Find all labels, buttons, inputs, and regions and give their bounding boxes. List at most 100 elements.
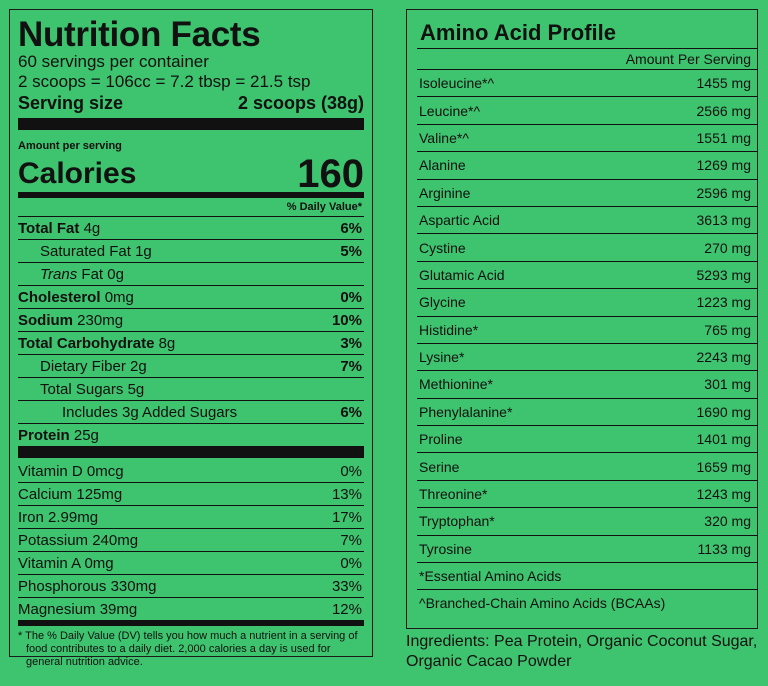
amino-amount: 1551 mg [696,129,751,146]
daily-value-footnote: * The % Daily Value (DV) tells you how m… [18,630,358,668]
nutrient-amount: 230mg [77,311,124,329]
divider-thick [18,118,364,130]
vitamin-row: Vitamin A 0mg 0% [18,551,364,574]
amino-row: Arginine 2596 mg [417,178,757,206]
amino-amount: 3613 mg [696,212,751,229]
amino-amount: 2243 mg [696,349,751,366]
nutrient-amount: 1g [135,242,152,260]
amino-amount: 2566 mg [696,102,751,119]
amino-row: Isoleucine*^ 1455 mg [417,69,757,96]
amino-amount: 1223 mg [696,294,751,311]
nutrient-name: Total Fat [18,219,80,237]
amino-row: Lysine* 2243 mg [417,342,757,370]
amino-row: Cystine 270 mg [417,233,757,260]
daily-value-header: % Daily Value* [286,201,362,213]
nutrient-name-italic: Trans [40,265,78,283]
amino-name: Phenylalanine* [419,403,513,420]
amino-row: Histidine* 765 mg [417,315,757,343]
nutrition-title: Nutrition Facts [18,15,261,54]
nutrient-name: Sodium [18,311,73,329]
amino-row: Tyrosine 1133 mg [417,534,757,562]
amino-row: Proline 1401 mg [417,425,757,452]
amino-row: Leucine*^ 2566 mg [417,96,757,123]
nutrient-name: Saturated Fat [40,242,131,260]
amino-title: Amino Acid Profile [420,20,616,45]
vitamin-amount: 39mg [99,600,138,618]
amino-name: Aspartic Acid [419,212,500,229]
amino-name: Leucine*^ [419,102,481,119]
amino-row: Serine 1659 mg [417,452,757,479]
amino-row: Aspartic Acid 3613 mg [417,205,757,233]
nutrient-amount: 8g [158,334,176,352]
nutrient-amount: 5g [127,380,145,398]
serving-size-label: Serving size [18,93,124,113]
nutrient-name: Includes 3g Added Sugars [62,403,238,421]
vitamin-dv: 0% [340,554,362,572]
nutrient-row-protein: Protein 25g [18,423,364,446]
vitamin-dv: 33% [331,577,362,595]
nutrient-amount: 0g [107,265,124,283]
amount-per-serving: Amount per serving [18,140,122,152]
vitamin-amount: 0mg [84,554,114,572]
nutrient-row-added-sugars: Includes 3g Added Sugars 6% [18,400,364,423]
amino-row: Glutamic Acid 5293 mg [417,260,757,288]
amino-amount: 1269 mg [696,157,751,174]
amino-name: Glycine [419,294,466,311]
amino-name: Lysine* [419,349,465,366]
nutrient-dv: 10% [331,311,362,329]
amino-row: Threonine* 1243 mg [417,479,757,507]
vitamins-list: Vitamin D 0mcg 0% Calcium 125mg 13% Iron… [18,460,364,620]
amino-amount: 1659 mg [696,458,751,475]
nutrient-name: Dietary Fiber [40,357,126,375]
nutrient-row-total-sugars: Total Sugars 5g [18,377,364,400]
vitamin-amount: 0mcg [86,462,124,480]
nutrient-row-total-carbohydrate: Total Carbohydrate 8g 3% [18,331,364,354]
amino-amount: 1401 mg [696,431,751,448]
amino-row: Alanine 1269 mg [417,151,757,178]
nutrient-dv: 7% [340,357,362,375]
vitamin-dv: 7% [340,531,362,549]
amino-row: Valine*^ 1551 mg [417,123,757,151]
nutrient-dv: 3% [340,334,362,352]
amino-amount: 1243 mg [696,486,751,503]
amino-amount: 765 mg [704,321,751,338]
amino-name: Histidine* [419,321,479,338]
vitamin-name: Vitamin D [18,462,83,480]
vitamin-row: Iron 2.99mg 17% [18,505,364,528]
servings-per-container: 60 servings per container [18,52,209,71]
vitamin-row: Magnesium 39mg 12% [18,597,364,620]
nutrition-facts-panel: Nutrition Facts 60 servings per containe… [9,9,373,668]
nutrient-name: Total Carbohydrate [18,334,155,352]
calories-row: Calories 160 [18,152,364,194]
vitamin-name: Iron [18,508,44,526]
serving-size-value: 2 scoops (38g) [237,93,364,113]
nutrient-dv: 5% [340,242,362,260]
nutrient-dv: 6% [340,403,362,421]
amino-acid-panel: Amino Acid Profile Amount Per Serving Is… [406,9,758,629]
amino-name: Methionine* [419,376,493,393]
nutrient-name: Protein [18,426,70,444]
amino-amount: 1133 mg [697,540,751,557]
divider-medium [18,192,364,198]
nutrient-dv: 0% [340,288,362,306]
vitamin-row: Vitamin D 0mcg 0% [18,460,364,482]
amino-amount: 1690 mg [696,403,751,420]
vitamin-name: Phosphorous [18,577,107,595]
amino-name: Threonine* [419,486,488,503]
amino-row: Glycine 1223 mg [417,288,757,315]
vitamin-dv: 0% [340,462,362,480]
calories-label: Calories [18,157,137,190]
amino-amount: 2596 mg [696,184,751,201]
vitamin-amount: 330mg [110,577,157,595]
amino-amount: 5293 mg [696,266,751,283]
nutrient-amount: 25g [73,426,99,444]
amino-name: Valine*^ [419,129,469,146]
amino-amount: 301 mg [704,376,751,393]
vitamin-name: Calcium [18,485,73,503]
amino-acid-list: Isoleucine*^ 1455 mg Leucine*^ 2566 mg Val… [417,69,757,617]
amino-name: Isoleucine*^ [419,75,495,92]
nutrient-amount: 0mg [104,288,134,306]
nutrient-name: Fat [81,265,104,283]
vitamin-name: Vitamin A [18,554,81,572]
nutrient-amount: 2g [130,357,147,375]
